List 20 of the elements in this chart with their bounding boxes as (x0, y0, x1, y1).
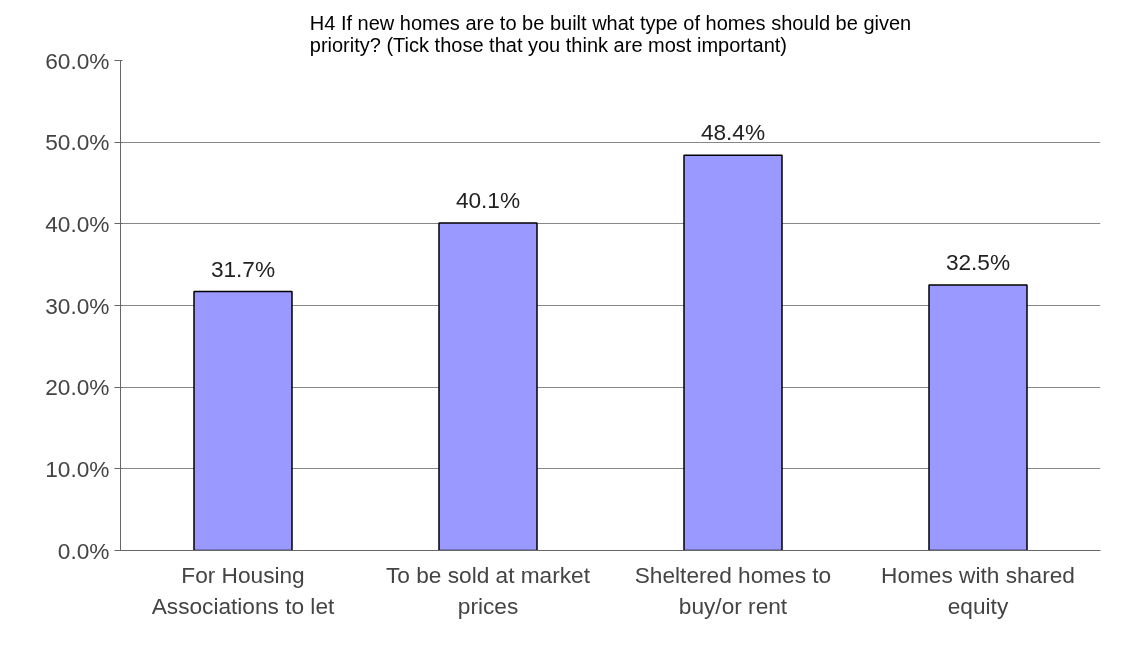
y-tick-label: 20.0% (45, 374, 110, 401)
data-label: 40.1% (455, 187, 521, 214)
y-tick-label: 0.0% (57, 537, 110, 564)
bar (438, 222, 538, 551)
x-tick-label: Sheltered homes to buy/or rent (634, 561, 832, 619)
data-label: 32.5% (945, 249, 1011, 276)
bar (683, 154, 783, 551)
y-tick-label: 50.0% (45, 129, 110, 156)
chart-title: H4 If new homes are to be built what type of homes should be given priority? (Tick those that you think are most important) (309, 11, 912, 56)
x-tick-label: For Housing Associations to let (151, 561, 336, 619)
data-label: 31.7% (210, 255, 276, 282)
y-tick-label: 10.0% (45, 455, 110, 482)
x-tick-label: Homes with shared equity (881, 561, 1075, 619)
x-tick-label: To be sold at market prices (386, 561, 591, 619)
y-tick-label: 30.0% (45, 292, 110, 319)
bar (193, 290, 293, 551)
data-label: 48.4% (700, 119, 766, 146)
y-tick-label: 40.0% (45, 210, 110, 237)
y-tick-label: 60.0% (45, 47, 110, 74)
bar (928, 284, 1028, 551)
